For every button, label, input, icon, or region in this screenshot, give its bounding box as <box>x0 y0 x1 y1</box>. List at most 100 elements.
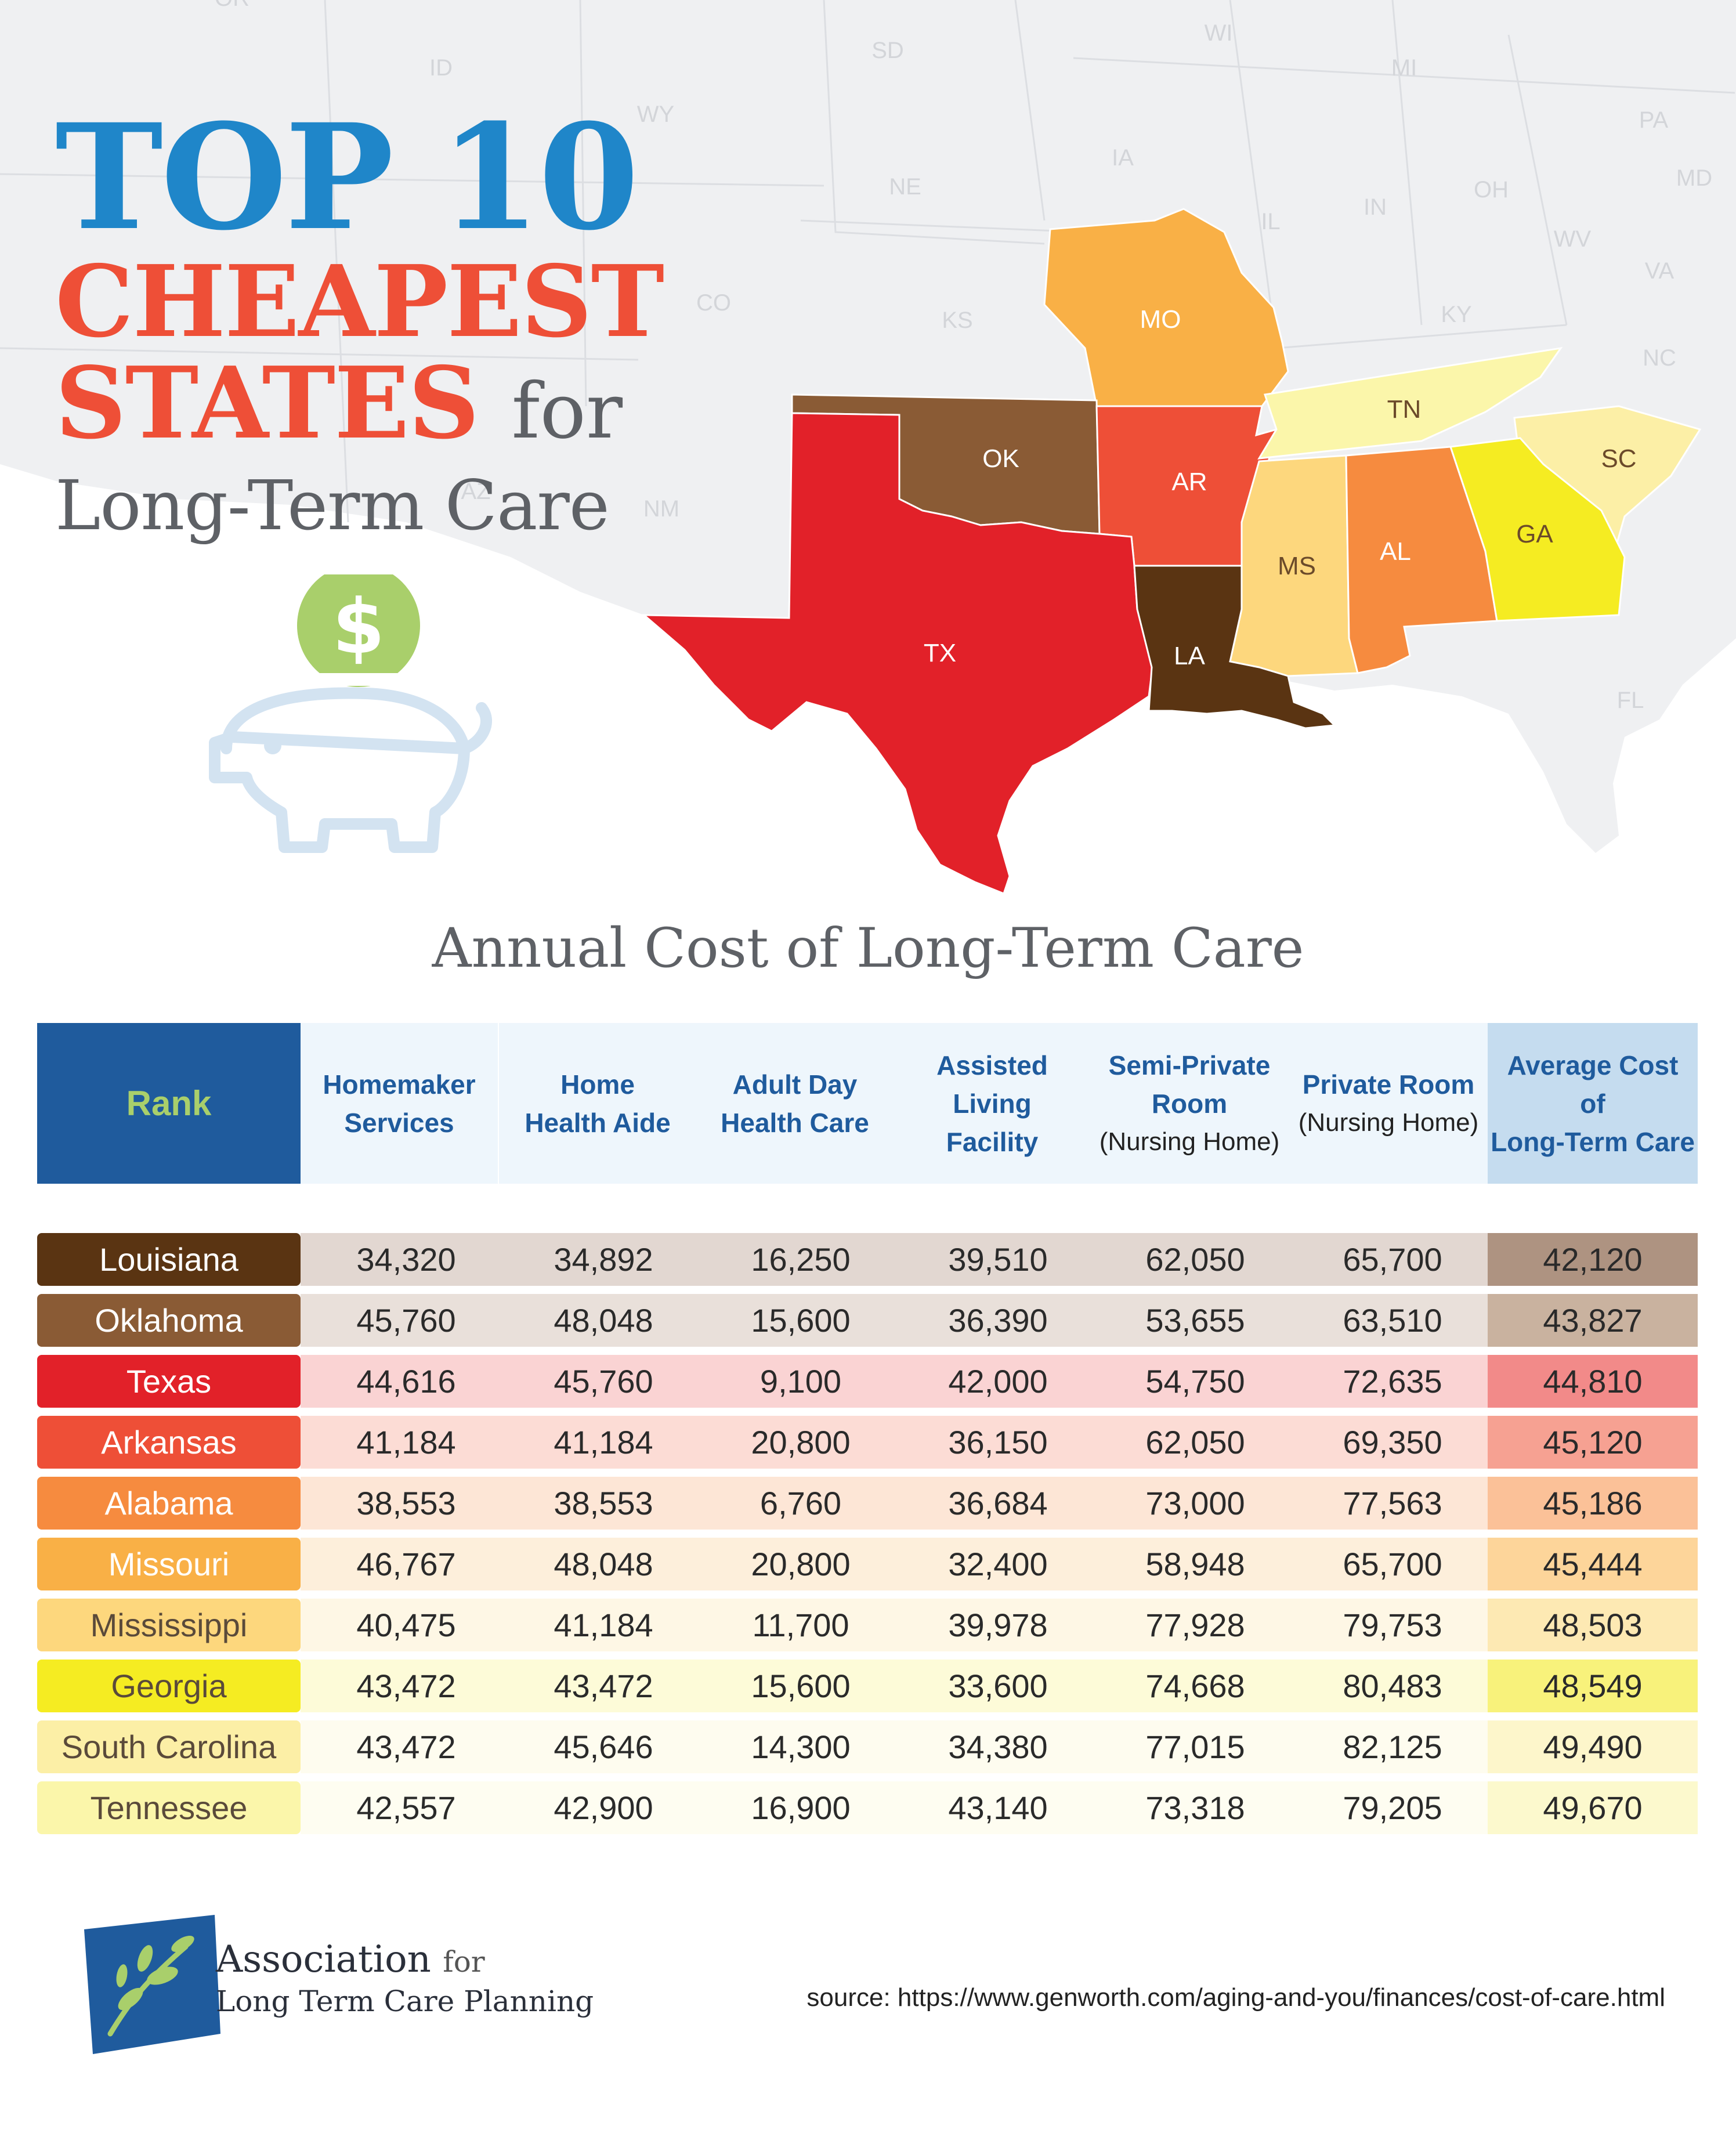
map-label-nm: NM <box>643 496 679 522</box>
cost-cell: 38,553 <box>356 1485 456 1521</box>
map-label-mi: MI <box>1391 55 1417 81</box>
cost-cell: 45,760 <box>356 1302 456 1339</box>
map-label-wy: WY <box>637 102 674 127</box>
header-col-4: Assisted Living Facility <box>894 1023 1091 1184</box>
row-average-background <box>1488 1660 1698 1712</box>
map-label-id: ID <box>429 55 453 81</box>
org-name-line2: Long Term Care Planning <box>216 1984 594 2018</box>
cost-cell: 36,684 <box>948 1485 1048 1521</box>
map-label-va: VA <box>1645 258 1674 284</box>
cost-cell: 65,700 <box>1343 1241 1442 1278</box>
map-label-oh: OH <box>1474 177 1509 203</box>
map-label-co: CO <box>696 290 731 316</box>
source-citation: source: https://www.genworth.com/aging-a… <box>806 1983 1665 2012</box>
map-label-ne: NE <box>889 174 921 200</box>
state-name-cell: Arkansas <box>37 1416 301 1469</box>
cost-cell: 9,100 <box>760 1363 842 1400</box>
header-col-3: Adult Day Health Care <box>696 1023 894 1184</box>
map-label-sd: SD <box>871 38 904 63</box>
cost-cell: 33,600 <box>948 1668 1048 1704</box>
cost-cell: 20,800 <box>751 1546 851 1582</box>
cost-cell: 62,050 <box>1145 1241 1245 1278</box>
state-shape-mo <box>1043 208 1289 407</box>
row-background <box>301 1538 1698 1590</box>
cost-cell: 46,767 <box>356 1546 456 1582</box>
row-background <box>301 1660 1698 1712</box>
state-name-cell: Georgia <box>37 1660 301 1712</box>
table-row: Texas 44,616 45,760 9,100 42,000 54,750 72,635… <box>37 1355 1698 1408</box>
cost-cell: 58,948 <box>1145 1546 1245 1582</box>
cost-cell: 73,000 <box>1145 1485 1245 1521</box>
title-line-long-term-care: Long-Term Care <box>55 465 610 545</box>
average-cost-cell: 48,503 <box>1543 1607 1643 1643</box>
row-background <box>301 1355 1698 1408</box>
cost-cell: 53,655 <box>1145 1302 1245 1339</box>
cost-cell: 79,205 <box>1343 1790 1442 1826</box>
map-label-il: IL <box>1261 209 1280 234</box>
cost-cell: 43,472 <box>554 1668 653 1704</box>
map-state-label-tn: TN <box>1387 395 1422 424</box>
row-average-background <box>1488 1720 1698 1773</box>
table-row: Arkansas 41,184 41,184 20,800 36,150 62,050 69… <box>37 1416 1698 1469</box>
average-cost-cell: 42,120 <box>1543 1241 1643 1278</box>
table-row: Tennessee 42,557 42,900 16,900 43,140 73,318 7… <box>37 1781 1698 1834</box>
row-average-background <box>1488 1538 1698 1590</box>
cost-cell: 80,483 <box>1343 1668 1442 1704</box>
cost-cell: 11,700 <box>752 1607 849 1643</box>
table-row: Georgia 43,472 43,472 15,600 33,600 74,668 80,… <box>37 1660 1698 1712</box>
background-state-labels: OR ID WY SD WI MI PA NE IA OH MD IN IL WV VA CO KS KY NC AZ… <box>215 0 1712 713</box>
cost-cell: 44,616 <box>356 1363 456 1400</box>
coin-icon <box>297 574 420 687</box>
cost-cell: 15,600 <box>751 1302 851 1339</box>
map-label-pa: PA <box>1639 107 1669 133</box>
state-shape-la <box>1133 565 1337 729</box>
cost-cell: 36,150 <box>948 1424 1048 1460</box>
cost-cell: 32,400 <box>948 1546 1048 1582</box>
cost-cell: 20,800 <box>751 1424 851 1460</box>
header-col-6: Private Room (Nursing Home) <box>1288 1023 1489 1184</box>
cost-cell: 41,184 <box>554 1607 653 1643</box>
cost-cell: 62,050 <box>1145 1424 1245 1460</box>
row-background <box>301 1781 1698 1834</box>
cost-cell: 6,760 <box>760 1485 842 1521</box>
title-line-cheapest: CHEAPEST <box>55 244 664 360</box>
map-label-fl: FL <box>1617 688 1644 713</box>
cost-cell: 16,250 <box>751 1241 851 1278</box>
cost-cell: 41,184 <box>554 1424 653 1460</box>
cost-cell: 34,892 <box>554 1241 653 1278</box>
row-background <box>301 1416 1698 1469</box>
cost-cell: 69,350 <box>1343 1424 1442 1460</box>
row-background <box>301 1294 1698 1347</box>
table-subtitle: Annual Cost of Long-Term Care <box>432 917 1304 980</box>
cost-cell: 41,184 <box>356 1424 456 1460</box>
cost-cell: 42,900 <box>554 1790 653 1826</box>
dollar-sign: $ <box>332 583 385 671</box>
average-cost-cell: 49,490 <box>1543 1729 1643 1765</box>
cost-cell: 74,668 <box>1145 1668 1245 1704</box>
header-col-5: Semi-Private Room (Nursing Home) <box>1091 1023 1288 1184</box>
cost-cell: 48,048 <box>554 1302 653 1339</box>
us-map: OR ID WY SD WI MI PA NE IA OH MD IN IL WV VA CO KS KY NC AZ… <box>0 0 1736 895</box>
cost-cell: 42,000 <box>948 1363 1048 1400</box>
average-cost-cell: 45,186 <box>1543 1485 1643 1521</box>
map-label-nc: NC <box>1643 345 1676 371</box>
state-name-cell: Texas <box>37 1355 301 1408</box>
title-line-states: STATES for <box>55 353 693 462</box>
cost-cell: 72,635 <box>1343 1363 1442 1400</box>
cost-cell: 38,553 <box>554 1485 653 1521</box>
map-state-label-ar: AR <box>1171 468 1207 496</box>
cost-cell: 43,140 <box>948 1790 1048 1826</box>
cost-cell: 54,750 <box>1145 1363 1245 1400</box>
map-state-label-la: LA <box>1174 642 1205 670</box>
map-label-ky: KY <box>1441 302 1471 327</box>
table-row: Louisiana 34,320 34,892 16,250 39,510 62,050 6… <box>37 1233 1698 1286</box>
cost-cell: 43,472 <box>356 1668 456 1704</box>
map-label-wv: WV <box>1554 226 1592 252</box>
cost-cell: 34,320 <box>356 1241 456 1278</box>
state-borders <box>0 0 1735 523</box>
cost-cell: 39,978 <box>948 1607 1048 1643</box>
header-col-1: Homemaker Services <box>301 1023 498 1184</box>
average-cost-cell: 49,670 <box>1543 1790 1643 1826</box>
state-shape-tn <box>1257 346 1563 460</box>
cost-cell: 16,900 <box>751 1790 851 1826</box>
